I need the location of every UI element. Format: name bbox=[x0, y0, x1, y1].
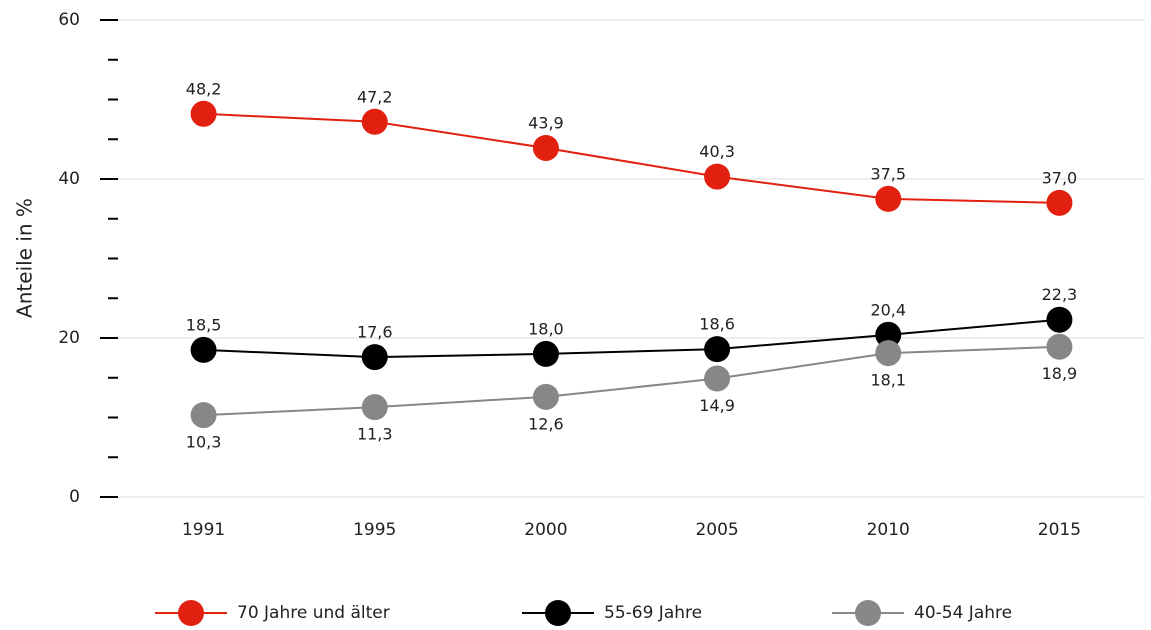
legend-label: 70 Jahre und älter bbox=[237, 603, 390, 623]
series-line bbox=[203, 345, 1060, 417]
point bbox=[875, 321, 902, 348]
series-line bbox=[203, 112, 1060, 204]
point bbox=[190, 100, 217, 127]
point bbox=[875, 340, 902, 367]
point bbox=[1046, 189, 1073, 216]
y-axis-label: Anteile in % bbox=[13, 198, 37, 318]
x-tick-label: 2010 bbox=[867, 520, 910, 540]
value-label: 17,6 bbox=[357, 323, 393, 342]
point bbox=[361, 394, 388, 421]
legend-marker bbox=[545, 600, 571, 626]
point bbox=[190, 402, 217, 429]
value-label: 18,5 bbox=[186, 315, 222, 334]
point bbox=[532, 383, 559, 410]
point bbox=[532, 340, 559, 367]
legend-label: 55-69 Jahre bbox=[604, 603, 702, 623]
value-label: 14,9 bbox=[699, 396, 735, 415]
legend-label: 40-54 Jahre bbox=[914, 603, 1012, 623]
value-label: 43,9 bbox=[528, 113, 564, 132]
value-label: 37,0 bbox=[1042, 168, 1078, 187]
point bbox=[1046, 333, 1073, 360]
point bbox=[1046, 306, 1073, 333]
x-tick-label: 2000 bbox=[524, 520, 567, 540]
value-label: 11,3 bbox=[357, 425, 393, 444]
value-label: 47,2 bbox=[357, 87, 393, 106]
value-label: 18,0 bbox=[528, 319, 564, 338]
x-tick-label: 2015 bbox=[1038, 520, 1081, 540]
x-tick-label: 1995 bbox=[353, 520, 396, 540]
x-tick-label: 2005 bbox=[695, 520, 738, 540]
point bbox=[532, 134, 559, 161]
value-label: 40,3 bbox=[699, 142, 735, 161]
value-label: 48,2 bbox=[186, 79, 222, 98]
point bbox=[361, 344, 388, 371]
x-tick-label: 1991 bbox=[182, 520, 225, 540]
value-label: 18,6 bbox=[699, 315, 735, 334]
value-label: 12,6 bbox=[528, 414, 564, 433]
value-label: 10,3 bbox=[186, 433, 222, 452]
y-tick-label: 0 bbox=[69, 487, 80, 507]
legend-marker bbox=[855, 600, 881, 626]
point bbox=[361, 108, 388, 135]
value-label: 22,3 bbox=[1042, 285, 1078, 304]
point bbox=[704, 163, 731, 190]
point bbox=[704, 336, 731, 363]
value-label: 18,1 bbox=[870, 371, 906, 390]
point bbox=[190, 336, 217, 363]
value-label: 37,5 bbox=[870, 164, 906, 183]
series-line bbox=[203, 318, 1060, 359]
point bbox=[704, 365, 731, 392]
y-tick-label: 60 bbox=[58, 10, 80, 30]
legend-marker bbox=[178, 600, 204, 626]
y-tick-label: 40 bbox=[58, 169, 80, 189]
value-label: 20,4 bbox=[870, 300, 906, 319]
value-label: 18,9 bbox=[1042, 364, 1078, 383]
y-tick-label: 20 bbox=[58, 328, 80, 348]
point bbox=[875, 185, 902, 212]
